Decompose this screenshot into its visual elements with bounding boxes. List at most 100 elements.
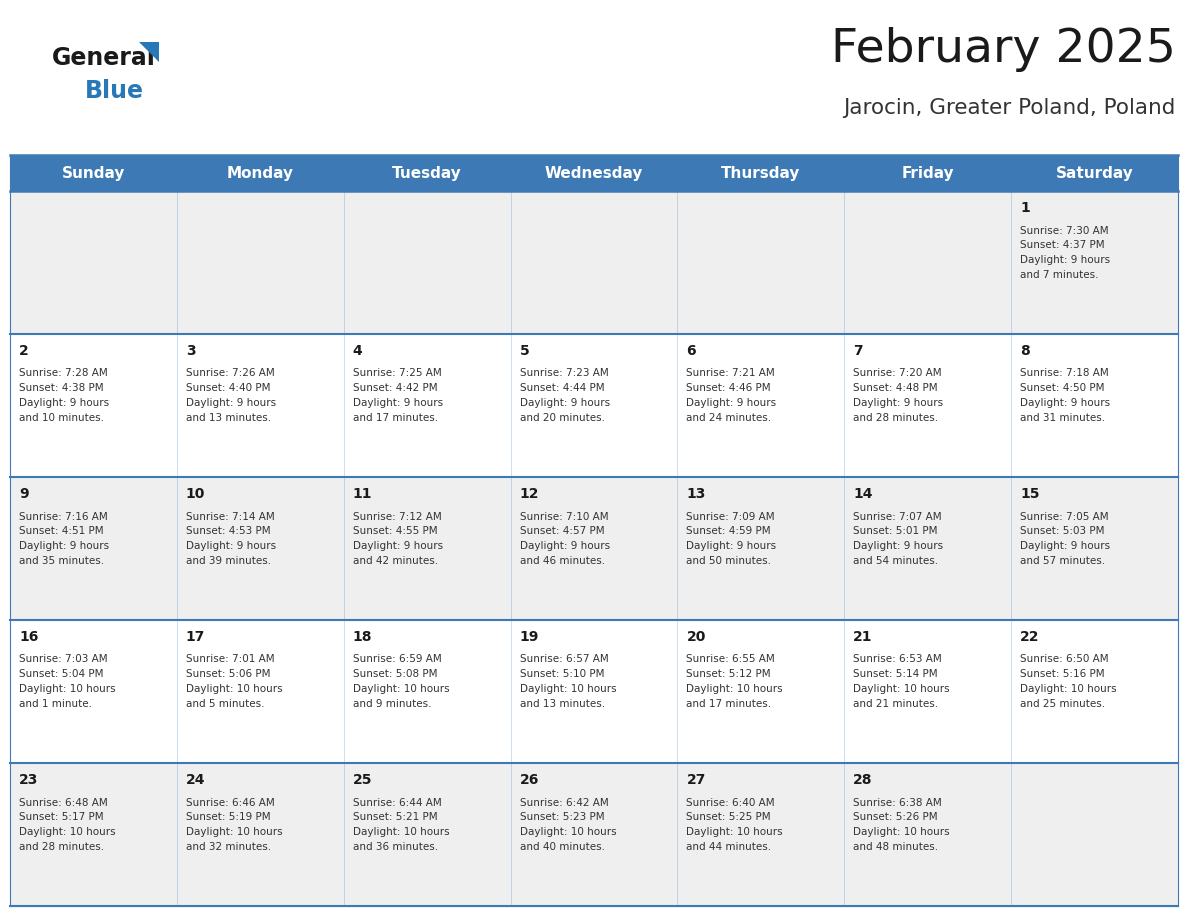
- Text: and 40 minutes.: and 40 minutes.: [519, 842, 605, 852]
- Text: and 17 minutes.: and 17 minutes.: [687, 699, 771, 709]
- Text: Sunset: 4:51 PM: Sunset: 4:51 PM: [19, 526, 103, 536]
- Text: 1: 1: [1020, 201, 1030, 215]
- Text: 7: 7: [853, 344, 862, 358]
- Text: Sunrise: 6:57 AM: Sunrise: 6:57 AM: [519, 655, 608, 665]
- Text: 28: 28: [853, 773, 873, 787]
- Text: 25: 25: [353, 773, 372, 787]
- Text: Sunrise: 7:20 AM: Sunrise: 7:20 AM: [853, 368, 942, 378]
- Text: and 21 minutes.: and 21 minutes.: [853, 699, 939, 709]
- Text: Friday: Friday: [902, 165, 954, 181]
- Text: Sunset: 5:14 PM: Sunset: 5:14 PM: [853, 669, 937, 679]
- Text: Daylight: 9 hours: Daylight: 9 hours: [1020, 398, 1111, 409]
- Text: Sunset: 4:42 PM: Sunset: 4:42 PM: [353, 384, 437, 393]
- Text: Sunrise: 7:26 AM: Sunrise: 7:26 AM: [185, 368, 274, 378]
- Text: Sunrise: 7:12 AM: Sunrise: 7:12 AM: [353, 511, 442, 521]
- Text: Sunrise: 7:21 AM: Sunrise: 7:21 AM: [687, 368, 776, 378]
- Text: Thursday: Thursday: [721, 165, 801, 181]
- Text: and 17 minutes.: and 17 minutes.: [353, 413, 438, 423]
- Text: 12: 12: [519, 487, 539, 501]
- Text: General: General: [52, 46, 156, 70]
- Text: Daylight: 9 hours: Daylight: 9 hours: [353, 541, 443, 551]
- Text: 27: 27: [687, 773, 706, 787]
- Text: Sunset: 5:16 PM: Sunset: 5:16 PM: [1020, 669, 1105, 679]
- Text: Daylight: 10 hours: Daylight: 10 hours: [853, 827, 950, 837]
- Text: Daylight: 9 hours: Daylight: 9 hours: [19, 541, 109, 551]
- Text: and 44 minutes.: and 44 minutes.: [687, 842, 771, 852]
- Text: Daylight: 10 hours: Daylight: 10 hours: [853, 684, 950, 694]
- Text: Sunset: 4:38 PM: Sunset: 4:38 PM: [19, 384, 103, 393]
- Text: and 39 minutes.: and 39 minutes.: [185, 556, 271, 565]
- Text: Sunrise: 7:03 AM: Sunrise: 7:03 AM: [19, 655, 108, 665]
- Text: Daylight: 9 hours: Daylight: 9 hours: [519, 541, 609, 551]
- Text: Sunset: 4:37 PM: Sunset: 4:37 PM: [1020, 241, 1105, 251]
- Text: Sunset: 5:25 PM: Sunset: 5:25 PM: [687, 812, 771, 823]
- Text: Jarocin, Greater Poland, Poland: Jarocin, Greater Poland, Poland: [843, 98, 1176, 118]
- Text: Sunrise: 6:59 AM: Sunrise: 6:59 AM: [353, 655, 442, 665]
- Text: Sunset: 4:57 PM: Sunset: 4:57 PM: [519, 526, 605, 536]
- Text: and 13 minutes.: and 13 minutes.: [519, 699, 605, 709]
- Text: Sunrise: 7:07 AM: Sunrise: 7:07 AM: [853, 511, 942, 521]
- Text: and 32 minutes.: and 32 minutes.: [185, 842, 271, 852]
- Text: Sunset: 5:03 PM: Sunset: 5:03 PM: [1020, 526, 1105, 536]
- Text: Sunrise: 6:55 AM: Sunrise: 6:55 AM: [687, 655, 776, 665]
- Text: and 24 minutes.: and 24 minutes.: [687, 413, 771, 423]
- Text: 13: 13: [687, 487, 706, 501]
- Text: 5: 5: [519, 344, 530, 358]
- Text: Daylight: 9 hours: Daylight: 9 hours: [185, 541, 276, 551]
- Bar: [10, 477, 1178, 620]
- Text: 10: 10: [185, 487, 206, 501]
- Text: Sunrise: 7:16 AM: Sunrise: 7:16 AM: [19, 511, 108, 521]
- Text: Sunrise: 7:25 AM: Sunrise: 7:25 AM: [353, 368, 442, 378]
- Text: Daylight: 9 hours: Daylight: 9 hours: [853, 541, 943, 551]
- Text: Sunset: 4:46 PM: Sunset: 4:46 PM: [687, 384, 771, 393]
- Text: Daylight: 9 hours: Daylight: 9 hours: [353, 398, 443, 409]
- Text: Sunday: Sunday: [62, 165, 125, 181]
- Text: 3: 3: [185, 344, 196, 358]
- Text: Sunrise: 7:23 AM: Sunrise: 7:23 AM: [519, 368, 608, 378]
- Text: Sunset: 4:40 PM: Sunset: 4:40 PM: [185, 384, 271, 393]
- Text: Sunset: 5:12 PM: Sunset: 5:12 PM: [687, 669, 771, 679]
- Text: 19: 19: [519, 630, 539, 644]
- Text: 21: 21: [853, 630, 873, 644]
- Text: Daylight: 10 hours: Daylight: 10 hours: [19, 684, 115, 694]
- Bar: [10, 155, 1178, 191]
- Text: Daylight: 10 hours: Daylight: 10 hours: [687, 684, 783, 694]
- Text: Daylight: 9 hours: Daylight: 9 hours: [687, 541, 777, 551]
- Text: Sunset: 5:06 PM: Sunset: 5:06 PM: [185, 669, 271, 679]
- Text: Sunrise: 7:14 AM: Sunrise: 7:14 AM: [185, 511, 274, 521]
- Text: Sunset: 5:01 PM: Sunset: 5:01 PM: [853, 526, 937, 536]
- Text: Sunrise: 7:28 AM: Sunrise: 7:28 AM: [19, 368, 108, 378]
- Text: Sunset: 5:04 PM: Sunset: 5:04 PM: [19, 669, 103, 679]
- Text: 20: 20: [687, 630, 706, 644]
- Text: and 36 minutes.: and 36 minutes.: [353, 842, 438, 852]
- Bar: [10, 334, 1178, 477]
- Text: Daylight: 9 hours: Daylight: 9 hours: [519, 398, 609, 409]
- Text: and 46 minutes.: and 46 minutes.: [519, 556, 605, 565]
- Text: 16: 16: [19, 630, 38, 644]
- Text: 26: 26: [519, 773, 539, 787]
- Text: Sunset: 4:53 PM: Sunset: 4:53 PM: [185, 526, 271, 536]
- Text: and 10 minutes.: and 10 minutes.: [19, 413, 105, 423]
- Bar: [10, 620, 1178, 763]
- Text: 22: 22: [1020, 630, 1040, 644]
- Text: 2: 2: [19, 344, 29, 358]
- Text: and 13 minutes.: and 13 minutes.: [185, 413, 271, 423]
- Text: Sunset: 4:59 PM: Sunset: 4:59 PM: [687, 526, 771, 536]
- Text: 17: 17: [185, 630, 206, 644]
- Text: Daylight: 10 hours: Daylight: 10 hours: [353, 684, 449, 694]
- Text: Blue: Blue: [86, 79, 144, 103]
- Text: Daylight: 9 hours: Daylight: 9 hours: [19, 398, 109, 409]
- Text: Sunset: 5:10 PM: Sunset: 5:10 PM: [519, 669, 604, 679]
- Text: Daylight: 10 hours: Daylight: 10 hours: [19, 827, 115, 837]
- Text: Sunrise: 7:05 AM: Sunrise: 7:05 AM: [1020, 511, 1108, 521]
- Text: Tuesday: Tuesday: [392, 165, 462, 181]
- Text: Sunrise: 6:38 AM: Sunrise: 6:38 AM: [853, 798, 942, 808]
- Text: and 31 minutes.: and 31 minutes.: [1020, 413, 1105, 423]
- Text: Sunset: 4:48 PM: Sunset: 4:48 PM: [853, 384, 937, 393]
- Text: 23: 23: [19, 773, 38, 787]
- Text: Wednesday: Wednesday: [545, 165, 643, 181]
- Text: and 20 minutes.: and 20 minutes.: [519, 413, 605, 423]
- Text: Sunrise: 6:46 AM: Sunrise: 6:46 AM: [185, 798, 274, 808]
- Text: Daylight: 10 hours: Daylight: 10 hours: [185, 827, 283, 837]
- Text: and 28 minutes.: and 28 minutes.: [853, 413, 939, 423]
